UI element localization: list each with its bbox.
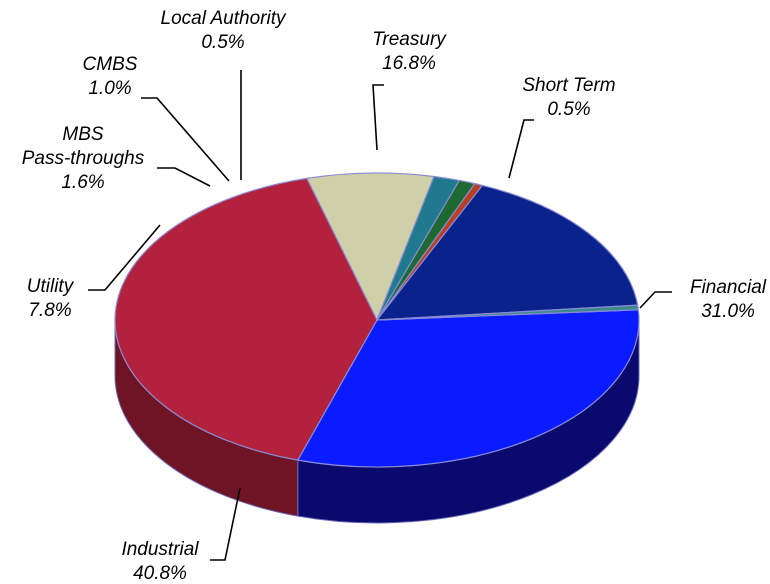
slice-label-industrial: Industrial 40.8% (121, 539, 199, 584)
slice-name: Local Authority (161, 8, 287, 29)
pie-top-layer (114, 172, 640, 468)
slice-label-utility: Utility 7.8% (27, 276, 75, 321)
leader-line-financial (639, 291, 672, 309)
slice-financial (296, 309, 640, 468)
leader-line-short-term (508, 119, 534, 179)
slice-percent: 1.0% (88, 78, 131, 99)
label-layer: Financial 31.0% Industrial 40.8% Utility 7.8%… (22, 8, 767, 584)
slice-label-treasury: Treasury 16.8% (372, 29, 447, 74)
slice-name: Treasury (372, 29, 447, 50)
slice-label-short-term: Short Term 0.5% (522, 75, 615, 120)
leader-line-mbs-pass-throughs (157, 167, 211, 187)
slice-short-term (376, 304, 640, 321)
leader-line-cmbs (141, 97, 230, 182)
slice-label-financial: Financial 31.0% (690, 277, 767, 322)
slice-name: CMBS (83, 54, 138, 75)
slice-percent: 40.8% (133, 563, 187, 584)
slice-name: MBS (62, 124, 104, 145)
slice-percent: 1.6% (61, 172, 104, 193)
slice-percent: 16.8% (382, 53, 436, 74)
slice-percent: 0.5% (547, 99, 590, 120)
slice-label-mbs-pass-throughs: MBS Pass-throughs 1.6% (22, 124, 145, 193)
slice-name: Pass-throughs (22, 148, 145, 169)
slice-utility (305, 172, 435, 322)
leader-line-treasury (372, 84, 384, 151)
slice-treasury (375, 184, 639, 321)
slice-name: Utility (27, 276, 75, 297)
slice-label-local-authority: Local Authority 0.5% (161, 8, 287, 53)
slice-industrial (114, 177, 378, 461)
slice-percent: 7.8% (28, 300, 71, 321)
slice-label-cmbs: CMBS 1.0% (83, 54, 138, 99)
slice-percent: 31.0% (701, 301, 755, 322)
slice-name: Financial (690, 277, 767, 298)
leader-line-layer (88, 70, 672, 561)
leader-line-industrial (210, 487, 241, 561)
slice-name: Short Term (522, 75, 615, 96)
slice-percent: 0.5% (201, 32, 244, 53)
leader-line-utility (88, 224, 161, 291)
slice-name: Industrial (121, 539, 199, 560)
